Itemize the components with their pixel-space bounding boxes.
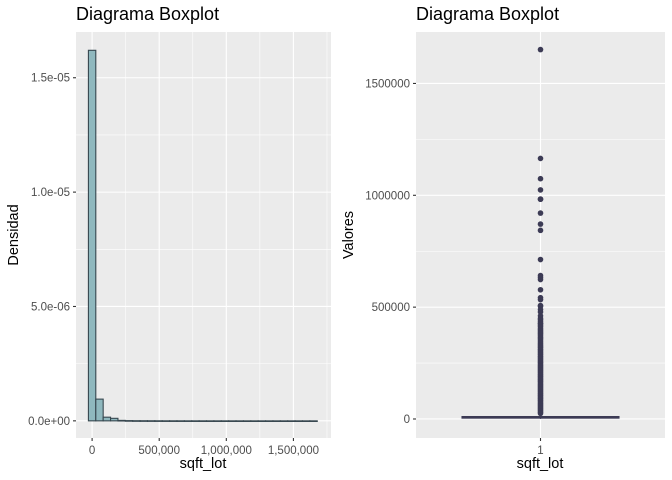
boxplot-chart: Diagrama Boxplot 0 500000 1000000 1500000 1… xyxy=(341,4,665,472)
histogram-x-tick-label: 1,500,000 xyxy=(268,445,319,457)
boxplot-outlier xyxy=(537,227,544,234)
boxplot-outlier xyxy=(537,196,544,203)
histogram-bar xyxy=(139,420,149,422)
histogram-bar xyxy=(191,420,200,422)
histogram-y-tick-label: 1.0e-05 xyxy=(31,187,70,199)
boxplot-title: Diagrama Boxplot xyxy=(416,4,559,24)
histogram-x-tick-label: 0 xyxy=(89,445,95,457)
histogram-bar xyxy=(242,420,252,422)
boxplot-marks xyxy=(461,46,620,419)
histogram-x-tick-label: 1,000,000 xyxy=(201,445,252,457)
histogram-bar xyxy=(95,398,104,422)
boxplot-outlier xyxy=(537,410,544,417)
histogram-bar xyxy=(235,420,244,422)
boxplot-y-tick-label: 500000 xyxy=(372,302,410,314)
histogram-y-axis: 0.0e+00 5.0e-06 1.0e-05 1.5e-05 xyxy=(28,73,76,428)
histogram-bar xyxy=(154,420,163,422)
boxplot-outlier xyxy=(537,187,544,193)
boxplot-y-axis-title: Valores xyxy=(341,211,357,259)
histogram-y-tick-label: 1.5e-05 xyxy=(31,73,70,85)
histogram-bar xyxy=(161,420,171,422)
boxplot-y-axis: 0 500000 1000000 1500000 xyxy=(365,78,416,426)
histogram-bar xyxy=(279,420,289,422)
histogram-panel-background xyxy=(76,32,331,438)
histogram-bar xyxy=(176,420,185,422)
boxplot-outlier xyxy=(537,210,544,216)
boxplot-x-tick-label: 1 xyxy=(537,445,543,457)
histogram-title: Diagrama Boxplot xyxy=(76,4,219,24)
boxplot-x-axis-title: sqft_lot xyxy=(517,456,564,472)
histogram-bar xyxy=(198,420,208,422)
histogram-bar xyxy=(301,420,311,422)
histogram-bar xyxy=(220,420,230,422)
histogram-bar xyxy=(183,420,193,422)
boxplot-outlier xyxy=(537,46,544,53)
histogram-bar xyxy=(169,420,178,422)
boxplot-outlier xyxy=(537,221,544,227)
boxplot-outlier xyxy=(537,256,544,263)
histogram-x-tick-label: 500,000 xyxy=(138,445,180,457)
histogram-x-axis-title: sqft_lot xyxy=(180,456,227,472)
histogram-bar xyxy=(146,420,156,422)
boxplot-y-tick-label: 0 xyxy=(404,414,410,426)
histogram-bars xyxy=(87,49,318,422)
histogram-bar xyxy=(124,420,134,422)
histogram-bar xyxy=(110,417,119,422)
histogram-bar xyxy=(287,420,296,422)
boxplot-y-tick-label: 1500000 xyxy=(365,78,410,90)
histogram-y-tick-label: 5.0e-06 xyxy=(31,301,70,313)
boxplot-outlier xyxy=(537,296,544,303)
boxplot-outlier xyxy=(537,276,544,283)
histogram-bar xyxy=(132,420,141,422)
histogram-y-tick-label: 0.0e+00 xyxy=(28,416,70,428)
histogram-bar xyxy=(87,49,97,422)
histogram-bar xyxy=(294,420,304,422)
histogram-chart: Diagrama Boxplot 0.0e+00 5.0e-06 1.0e-05 1.… xyxy=(6,4,331,472)
histogram-bar xyxy=(228,420,237,422)
boxplot-x-axis: 1 xyxy=(537,438,544,457)
boxplot-outlier xyxy=(537,175,544,182)
histogram-x-axis: 0 500,000 1,000,000 1,500,000 xyxy=(89,438,319,457)
boxplot-y-tick-label: 1000000 xyxy=(365,190,410,202)
histogram-bar xyxy=(265,420,274,422)
histogram-bar xyxy=(272,420,281,422)
histogram-bar xyxy=(250,420,259,422)
histogram-bar xyxy=(102,416,112,422)
histogram-y-axis-title: Densidad xyxy=(6,204,22,265)
boxplot-outlier xyxy=(537,155,544,162)
histogram-bar xyxy=(117,419,126,422)
histogram-bar xyxy=(257,420,267,422)
histogram-bar xyxy=(213,420,222,422)
boxplot-outlier xyxy=(537,286,544,293)
histogram-bar xyxy=(309,420,318,422)
histogram-bar xyxy=(205,420,215,422)
